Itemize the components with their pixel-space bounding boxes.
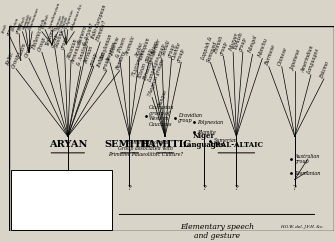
Text: Latin
Group: Latin Group xyxy=(19,40,34,58)
Text: Russian: Russian xyxy=(58,15,67,32)
Text: Manchu: Manchu xyxy=(258,38,269,58)
Text: disregarding admixtures e.g. Turkish
elements in Russian, Latin in English,
Hami: disregarding admixtures e.g. Turkish ele… xyxy=(16,198,113,217)
Text: Lappish &
Samoyed: Lappish & Samoyed xyxy=(200,35,219,62)
Text: ?: ? xyxy=(127,184,131,192)
Text: Basque: Basque xyxy=(157,89,168,108)
Text: Possible Development of: Possible Development of xyxy=(16,180,94,185)
Text: ?Lycian, &c
?Etean
Etruscan
Languages: ?Lycian, &c ?Etean Etruscan Languages xyxy=(131,48,162,83)
Text: Keltic
Group: Keltic Group xyxy=(6,51,21,69)
Text: Amerindian
Languages: Amerindian Languages xyxy=(301,44,321,75)
Text: Roumanian: Roumanian xyxy=(28,8,40,32)
Text: Chinese: Chinese xyxy=(277,46,288,67)
Text: Niger
Languages: Niger Languages xyxy=(183,132,225,149)
Text: Teutonic
group: Teutonic group xyxy=(45,25,62,48)
Text: Breton
group: Breton group xyxy=(11,17,24,34)
Text: Egyptian: Egyptian xyxy=(147,40,159,62)
Text: Tasmanian: Tasmanian xyxy=(295,171,321,176)
Text: SEMITIC: SEMITIC xyxy=(105,140,154,149)
Text: Japanese: Japanese xyxy=(290,48,302,71)
Text: ?: ? xyxy=(202,184,206,192)
Text: H.G.W. del. J.F.H. &c.: H.G.W. del. J.F.H. &c. xyxy=(280,225,324,229)
Text: Persian
group: Persian group xyxy=(84,46,100,67)
Text: Ethiopian
group: Ethiopian group xyxy=(139,37,157,62)
Text: Dravidian
group: Dravidian group xyxy=(178,113,202,123)
Text: Romany: Romany xyxy=(115,50,127,71)
Text: Arabic: Arabic xyxy=(134,42,145,58)
Text: ? Some Primordial
Group associated with
Primitive Palaeolithic Culture?: ? Some Primordial Group associated with … xyxy=(108,140,183,157)
Text: Elamite: Elamite xyxy=(197,130,216,135)
FancyBboxPatch shape xyxy=(11,170,112,230)
Text: Burmese: Burmese xyxy=(264,44,276,67)
Text: HAMITIC: HAMITIC xyxy=(139,140,191,149)
Text: German: German xyxy=(54,15,64,32)
Text: Spanish: Spanish xyxy=(22,13,31,30)
Text: Slavonic
group: Slavonic group xyxy=(54,27,72,50)
Text: ?Aegean groups: ?Aegean groups xyxy=(147,59,165,98)
Text: Aramaic: Aramaic xyxy=(125,35,136,56)
Text: Eskimo: Eskimo xyxy=(319,60,330,79)
Text: Elementary speech
and gesture: Elementary speech and gesture xyxy=(180,223,254,240)
Text: Indo-European
Hamitic?: Indo-European Hamitic? xyxy=(90,4,113,42)
Text: Dutch: Dutch xyxy=(38,19,46,32)
Text: Bohemian &c.: Bohemian &c. xyxy=(71,3,84,32)
Text: Turkish
group: Turkish group xyxy=(233,31,249,52)
Text: Cushite
group: Cushite group xyxy=(171,41,188,62)
Text: Babylonian
Assyrian: Babylonian Assyrian xyxy=(100,33,119,62)
Text: Sumero
& Aryan?: Sumero & Aryan? xyxy=(77,21,95,46)
Text: Australian
group: Australian group xyxy=(295,154,320,164)
Text: Polynesian: Polynesian xyxy=(197,120,223,125)
Text: Scandinavian: Scandinavian xyxy=(48,2,61,30)
Text: Hellenic
Group: Hellenic Group xyxy=(32,30,49,52)
Text: Caucasian
group of
Western
Caucasus: Caucasian group of Western Caucasus xyxy=(149,105,174,127)
Text: Berber
group: Berber group xyxy=(152,38,168,58)
Text: LANGUAGES: LANGUAGES xyxy=(17,190,92,199)
Text: French: French xyxy=(19,16,27,32)
Text: ?: ? xyxy=(234,184,238,192)
Text: Albanian: Albanian xyxy=(66,38,78,60)
Text: ?: ? xyxy=(66,188,70,196)
Text: ?: ? xyxy=(293,184,297,192)
Text: URAL-ALTAIC: URAL-ALTAIC xyxy=(209,141,263,149)
Text: Indian
group: Indian group xyxy=(96,52,112,71)
Text: Bulgarian: Bulgarian xyxy=(64,9,75,30)
Text: Hebrew
& Phoen.: Hebrew & Phoen. xyxy=(110,33,127,58)
Text: Italian: Italian xyxy=(25,15,34,30)
Text: Somali
group: Somali group xyxy=(161,39,177,58)
Text: Irish
group: Irish group xyxy=(1,21,14,36)
Text: Armenian
& Anatolian: Armenian & Anatolian xyxy=(71,36,91,67)
Text: ARYAN: ARYAN xyxy=(49,140,87,149)
Text: Magyar: Magyar xyxy=(228,33,240,52)
Text: English: English xyxy=(41,14,51,30)
Text: Polish: Polish xyxy=(61,16,69,30)
Text: Sumerian: Sumerian xyxy=(214,138,238,143)
Text: Mongol: Mongol xyxy=(248,35,259,54)
Text: Finnish
group: Finnish group xyxy=(213,36,230,56)
